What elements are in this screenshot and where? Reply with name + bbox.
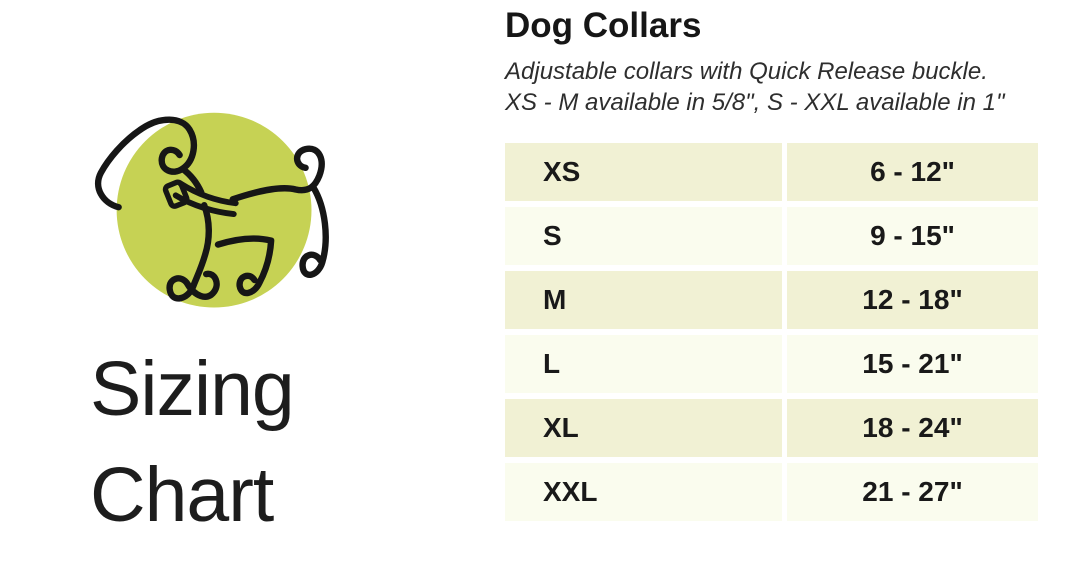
size-range: 18 - 24" [787, 399, 1038, 457]
table-row: XXL 21 - 27" [505, 463, 1038, 521]
table-row: S 9 - 15" [505, 207, 1038, 265]
size-range: 12 - 18" [787, 271, 1038, 329]
size-range: 21 - 27" [787, 463, 1038, 521]
brand-title-line1: Sizing [90, 346, 295, 432]
table-row: M 12 - 18" [505, 271, 1038, 329]
page-title: Dog Collars [505, 6, 702, 45]
size-label: M [505, 271, 782, 329]
size-label: XXL [505, 463, 782, 521]
dog-icon [94, 112, 329, 308]
size-label: S [505, 207, 782, 265]
size-label: L [505, 335, 782, 393]
size-label: XS [505, 143, 782, 201]
dog-line-art [94, 116, 329, 302]
size-range: 15 - 21" [787, 335, 1038, 393]
subtitle-line2: XS - M available in 5/8", S - XXL availa… [505, 89, 1005, 116]
table-row: XL 18 - 24" [505, 399, 1038, 457]
table-row: XS 6 - 12" [505, 143, 1038, 201]
table-row: L 15 - 21" [505, 335, 1038, 393]
subtitle-line1: Adjustable collars with Quick Release bu… [505, 58, 988, 85]
size-range: 6 - 12" [787, 143, 1038, 201]
page-subtitle: Adjustable collars with Quick Release bu… [505, 56, 1005, 118]
size-table: XS 6 - 12" S 9 - 15" M 12 - 18" L 15 - 2… [505, 143, 1038, 527]
size-range: 9 - 15" [787, 207, 1038, 265]
brand-title-line2: Chart [90, 452, 274, 538]
brand-title: Sizing Chart [90, 336, 295, 548]
size-label: XL [505, 399, 782, 457]
